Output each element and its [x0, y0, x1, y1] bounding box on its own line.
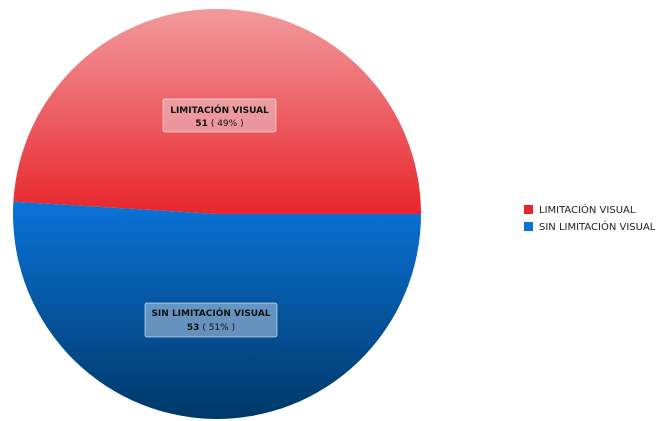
legend-label-limitacion: LIMITACIÓN VISUAL	[539, 203, 636, 216]
slice-label-box-sin-limitacion	[144, 302, 278, 338]
legend-item-sin-limitacion[interactable]: SIN LIMITACIÓN VISUAL	[524, 220, 656, 233]
pie-slice-limitacion[interactable]	[13, 8, 422, 214]
slice-label-value-sin-limitacion: 53 ( 51% )	[187, 323, 235, 333]
slice-value-limitacion: 51	[195, 119, 208, 129]
pie-slices	[13, 8, 422, 419]
slice-label-box-limitacion	[162, 98, 277, 133]
slice-percent-sin-limitacion: 51%	[209, 323, 229, 333]
pie-slice-sin-limitacion[interactable]	[13, 201, 422, 419]
legend: LIMITACIÓN VISUAL SIN LIMITACIÓN VISUAL	[524, 203, 656, 233]
legend-label-sin-limitacion: SIN LIMITACIÓN VISUAL	[539, 220, 656, 233]
legend-item-limitacion[interactable]: LIMITACIÓN VISUAL	[524, 203, 636, 216]
slice-percent-limitacion: 49%	[217, 119, 237, 129]
slice-value-sin-limitacion: 53	[187, 323, 200, 333]
slice-label-name-limitacion: LIMITACIÓN VISUAL	[170, 104, 269, 116]
slice-label-name-sin-limitacion: SIN LIMITACIÓN VISUAL	[151, 307, 270, 319]
slice-label-sin-limitacion: SIN LIMITACIÓN VISUAL 53 ( 51% )	[144, 302, 278, 338]
slice-label-limitacion: LIMITACIÓN VISUAL 51 ( 49% )	[162, 98, 277, 133]
legend-swatch-limitacion	[524, 205, 533, 214]
legend-swatch-sin-limitacion	[524, 222, 533, 231]
slice-label-value-limitacion: 51 ( 49% )	[195, 119, 243, 129]
